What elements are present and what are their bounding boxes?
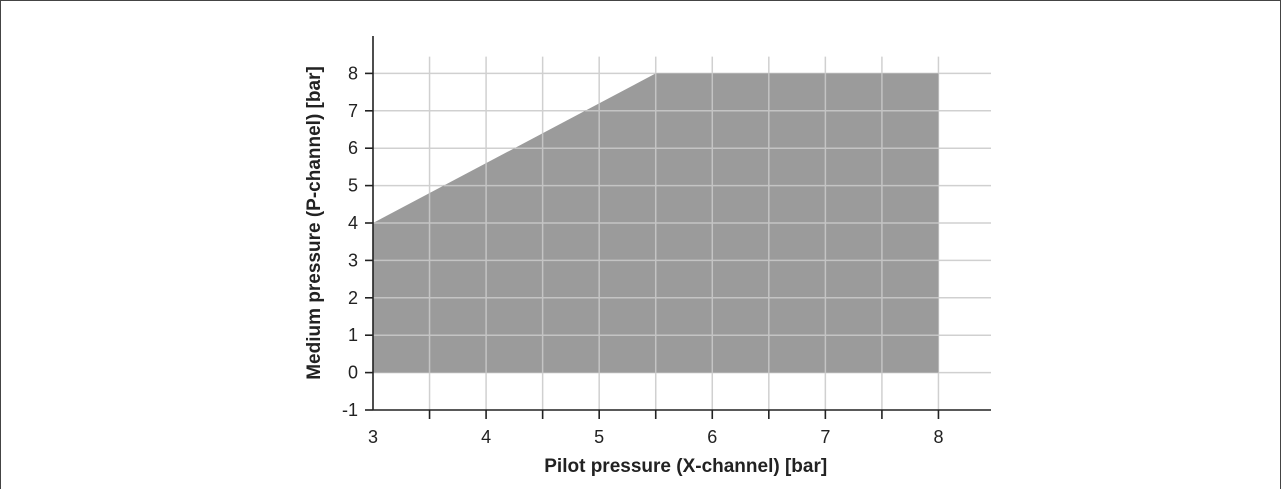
x-tick-label: 5 bbox=[594, 427, 604, 447]
x-tick-label: 8 bbox=[933, 427, 943, 447]
y-tick-label: 2 bbox=[348, 288, 358, 308]
y-tick-label: 0 bbox=[348, 363, 358, 383]
y-tick-label: 4 bbox=[348, 213, 358, 233]
x-tick-label: 7 bbox=[820, 427, 830, 447]
y-tick-label: 8 bbox=[348, 63, 358, 83]
x-tick-label: 3 bbox=[368, 427, 378, 447]
ticks bbox=[365, 72, 940, 419]
y-axis-title: Medium pressure (P-channel) [bar] bbox=[304, 66, 325, 380]
x-tick-label: 4 bbox=[481, 427, 491, 447]
y-tick-label: 5 bbox=[348, 176, 358, 196]
y-tick-label: 6 bbox=[348, 138, 358, 158]
y-tick-label: 1 bbox=[348, 325, 358, 345]
x-axis-title: Pilot pressure (X-channel) [bar] bbox=[544, 456, 827, 477]
x-tick-label: 6 bbox=[707, 427, 717, 447]
y-tick-label: 3 bbox=[348, 250, 358, 270]
tick-labels: -1 0 1 2 3 4 5 6 7 8 3 4 5 6 7 8 bbox=[342, 63, 943, 447]
y-tick-label: -1 bbox=[342, 400, 358, 420]
y-tick-label: 7 bbox=[348, 101, 358, 121]
region-layer bbox=[373, 73, 939, 373]
